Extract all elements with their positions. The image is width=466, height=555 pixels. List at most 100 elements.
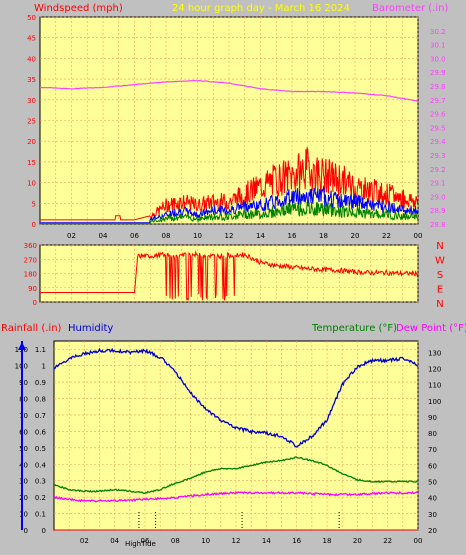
x-tick-label: 22 [383,537,392,545]
humidity-tick-label: 30 [19,478,28,486]
humidity-tick-label: 80 [19,396,28,404]
humidity-tick-label: 60 [19,428,28,436]
temp-tick-label: 80 [428,430,437,438]
humidity-tick-label: 40 [19,461,28,469]
temp-tick-label: 120 [428,365,441,373]
baro-tick-label: 30.2 [430,28,446,36]
temp-tick-label: 50 [428,479,437,487]
humidity-tick-label: 70 [19,412,28,420]
wind-average-line [40,185,419,224]
x-tick-label: 16 [288,232,297,240]
rain-tick-label: 0.5 [35,445,46,453]
x-tick-label: 06 [141,537,150,545]
baro-tick-label: 29.6 [430,111,446,119]
x-tick-label: 12 [232,537,241,545]
rain-tick-label: 1 [42,363,46,371]
humidity-tick-label: 10 [19,511,28,519]
wind-tick-label: 35 [27,76,36,84]
temp-tick-label: 70 [428,446,437,454]
rain-tick-label: 0.7 [35,412,46,420]
baro-tick-label: 28.8 [430,221,446,229]
x-tick-label: 10 [201,537,210,545]
x-tick-label: 10 [193,232,202,240]
x-tick-label: 14 [256,232,265,240]
chart-title: 24 hour graph day - March 16 2024 [172,3,350,14]
x-tick-label: 08 [171,537,180,545]
rain-tick-label: 0.2 [35,494,46,502]
baro-tick-label: 29.2 [430,166,446,174]
barometer-axis-title: Barometer (.in) [372,3,448,14]
humidity-tick-label: 0 [24,527,28,535]
direction-letter: W [435,256,445,267]
dewpoint-axis-title: Dew Point (°F) [396,323,466,334]
direction-tick-label: 180 [24,271,37,279]
rain-tick-label: 1.1 [35,346,46,354]
rain-tick-label: 0.6 [35,428,47,436]
x-tick-label: 22 [382,232,391,240]
rain-tick-label: 0.1 [35,511,46,519]
direction-letter: N [436,241,443,252]
temp-tick-label: 30 [428,511,437,519]
direction-tick-label: 90 [28,285,37,293]
baro-tick-label: 30.0 [430,55,446,63]
x-tick-label: 12 [225,232,234,240]
temp-tick-label: 40 [428,495,437,503]
humidity-axis-title: Humidity [68,323,113,334]
baro-tick-label: 29.0 [430,193,446,201]
high-tide-label: HighTide [125,540,156,548]
wind-tick-label: 15 [27,159,36,167]
wind-tick-label: 20 [27,138,36,146]
baro-tick-label: 30.1 [430,42,446,50]
x-tick-label: 04 [99,232,108,240]
wind-baro-series [39,79,419,225]
temp-tick-label: 110 [428,382,441,390]
baro-tick-label: 29.8 [430,83,446,91]
direction-letter: N [436,299,443,310]
rain-tick-label: 0.8 [35,396,46,404]
rain-tick-label: 0.3 [35,478,46,486]
windspeed-axis-title: Windspeed (mph) [34,3,123,14]
wind-tick-label: 10 [27,180,36,188]
rain-tick-label: 0 [42,527,46,535]
x-tick-label: 06 [130,232,139,240]
wind-direction-grid [40,244,419,303]
x-tick-label: 18 [323,537,332,545]
x-tick-label: 14 [262,537,271,545]
direction-letter: S [437,270,443,281]
temp-tick-label: 60 [428,462,437,470]
barometer-line [39,79,419,102]
humidity-tick-label: 50 [19,445,28,453]
temp-tick-label: 130 [428,349,441,357]
humidity-line [53,347,419,448]
x-tick-label: 04 [110,537,119,545]
x-tick-label: 20 [353,537,362,545]
rain-tick-label: 0.9 [35,379,46,387]
direction-tick-label: 0 [33,299,37,307]
x-tick-label: 00 [414,232,423,240]
temp-tick-label: 100 [428,398,441,406]
wind-low-line [40,201,419,225]
wind-tick-label: 25 [27,118,36,126]
baro-tick-label: 29.7 [430,97,446,105]
humidity-scale-arrow [18,342,26,350]
baro-tick-label: 29.5 [430,124,446,132]
x-tick-label: 00 [414,537,423,545]
wind-tick-label: 50 [27,14,36,22]
windspeed-line [40,147,419,221]
rainfall-axis-title: Rainfall (.in) [1,323,62,334]
direction-tick-label: 270 [24,256,37,264]
baro-tick-label: 29.4 [430,138,446,146]
temp-tick-label: 20 [428,527,437,535]
baro-tick-label: 28.9 [430,207,446,215]
temperature-line [53,456,419,494]
humidity-tick-label: 90 [19,379,28,387]
baro-tick-label: 29.3 [430,152,446,160]
humidity-tick-label: 20 [19,494,28,502]
direction-tick-label: 360 [24,242,37,250]
wind-direction-series [40,250,419,301]
wind-direction-line [40,250,419,301]
wind-tick-label: 5 [32,200,36,208]
direction-letter: E [437,285,443,296]
